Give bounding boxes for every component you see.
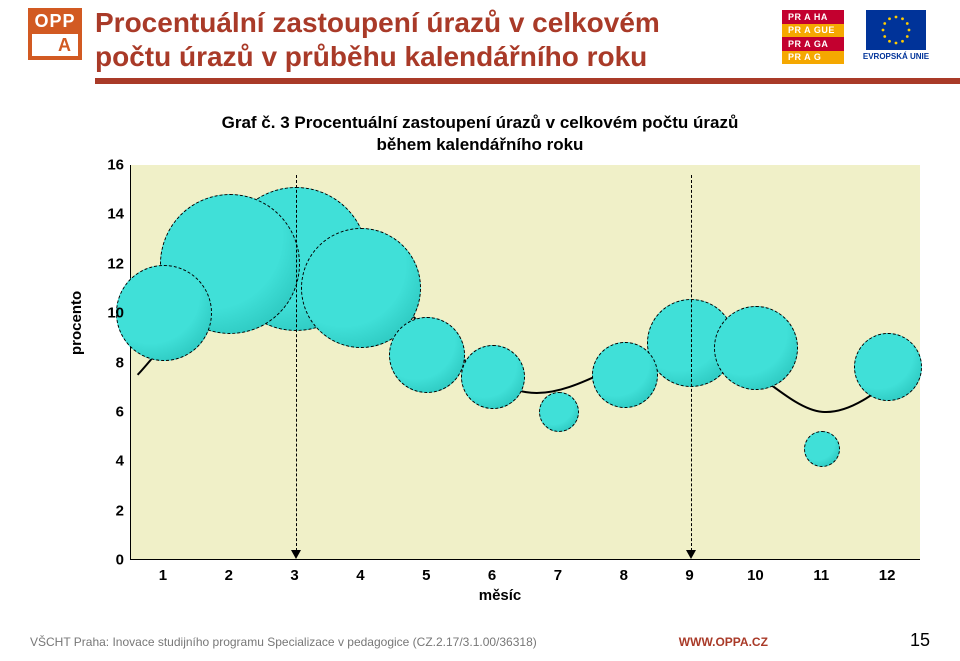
oppa-logo: OPP A [28,8,82,62]
header-stripe [95,78,960,84]
bubble-point [539,392,579,432]
plot-area [130,165,920,560]
bubble-point [389,317,465,393]
chart-title-line-2: během kalendářního roku [0,134,960,156]
x-axis-label: měsíc [479,587,522,604]
chart-title: Graf č. 3 Procentuální zastoupení úrazů … [0,112,960,156]
x-tick-label: 12 [879,567,896,584]
x-tick-label: 9 [685,567,693,584]
y-tick-label: 14 [100,206,124,223]
header: OPP A Procentuální zastoupení úrazů v ce… [0,0,960,82]
y-tick-label: 4 [100,453,124,470]
title-line-2: počtu úrazů v průběhu kalendářního roku [95,40,660,74]
bubble-point [116,265,212,361]
vertical-marker-line [691,175,692,556]
x-tick-label: 8 [620,567,628,584]
y-tick-label: 10 [100,305,124,322]
eu-flag-icon [866,10,926,50]
eu-logo: EVROPSKÁ UNIE [852,10,940,61]
x-tick-label: 4 [356,567,364,584]
footer-credit: VŠCHT Praha: Inovace studijního programu… [30,635,537,649]
bubble-point [592,342,658,408]
praha-row: PR A G [782,51,844,65]
oppa-logo-top: OPP [28,8,82,34]
footer-url: WWW.OPPA.CZ [679,635,768,649]
page-number: 15 [910,630,930,651]
x-tick-label: 7 [554,567,562,584]
footer: VŠCHT Praha: Inovace studijního programu… [30,630,930,651]
vertical-marker-line [296,175,297,556]
bubble-point [714,306,798,390]
bubble-point [854,333,922,401]
title-line-1: Procentuální zastoupení úrazů v celkovém [95,6,660,40]
y-tick-label: 16 [100,157,124,174]
x-tick-label: 5 [422,567,430,584]
x-tick-label: 10 [747,567,764,584]
y-axis-label: procento [68,291,85,355]
x-tick-label: 3 [290,567,298,584]
page-title: Procentuální zastoupení úrazů v celkovém… [95,6,660,73]
x-tick-label: 1 [159,567,167,584]
praha-logo: PR A HAPR A GUEPR A GAPR A G [782,10,844,64]
bubble-point [804,431,840,467]
chart: procento měsíc 0246810121416123456789101… [70,165,930,595]
praha-row: PR A GUE [782,24,844,38]
bubble-point [461,345,525,409]
x-tick-label: 11 [813,567,829,584]
praha-row: PR A HA [782,10,844,24]
arrow-down-icon [686,550,696,559]
y-tick-label: 6 [100,403,124,420]
oppa-logo-bottom: A [28,34,82,60]
arrow-down-icon [291,550,301,559]
praha-row: PR A GA [782,37,844,51]
chart-title-line-1: Graf č. 3 Procentuální zastoupení úrazů … [0,112,960,134]
eu-label: EVROPSKÁ UNIE [852,52,940,61]
y-tick-label: 0 [100,552,124,569]
x-tick-label: 6 [488,567,496,584]
y-tick-label: 8 [100,354,124,371]
y-tick-label: 12 [100,255,124,272]
y-tick-label: 2 [100,502,124,519]
x-tick-label: 2 [225,567,233,584]
